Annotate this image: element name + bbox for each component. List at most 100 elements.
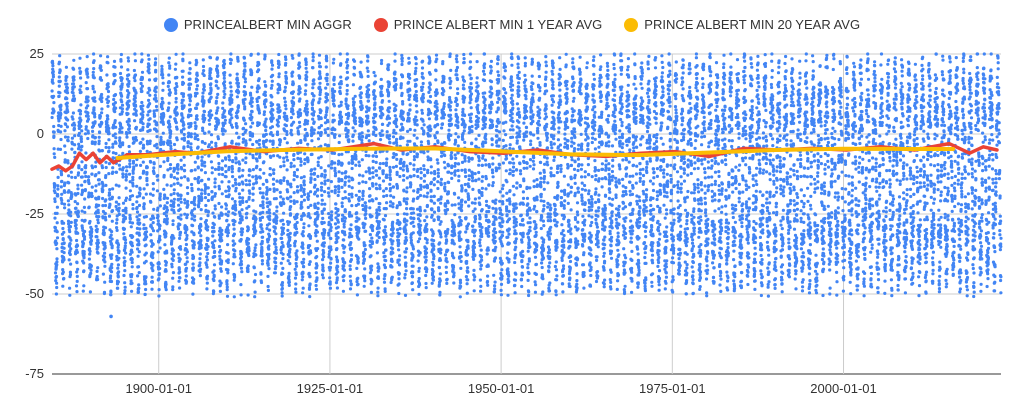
scatter-point — [377, 213, 380, 216]
scatter-point — [332, 114, 335, 117]
legend-item[interactable]: PRINCE ALBERT MIN 20 YEAR AVG — [624, 17, 860, 32]
scatter-point — [305, 100, 308, 103]
scatter-point — [326, 83, 329, 86]
scatter-point — [56, 236, 59, 239]
scatter-point — [107, 85, 110, 88]
scatter-point — [419, 188, 422, 191]
scatter-point — [117, 203, 120, 206]
scatter-point — [310, 153, 313, 156]
scatter-point — [225, 219, 228, 222]
scatter-point — [374, 95, 377, 98]
scatter-point — [243, 105, 246, 108]
scatter-point — [168, 81, 171, 84]
scatter-point — [162, 82, 165, 85]
scatter-point — [115, 218, 118, 221]
scatter-point — [324, 179, 327, 182]
scatter-point — [381, 94, 384, 97]
scatter-point — [125, 175, 128, 178]
scatter-point — [244, 129, 247, 132]
scatter-point — [58, 91, 61, 94]
scatter-point — [123, 260, 126, 263]
scatter-point — [231, 167, 234, 170]
scatter-point — [176, 182, 179, 185]
scatter-point — [332, 58, 335, 61]
scatter-point — [156, 146, 159, 149]
scatter-point — [337, 153, 340, 156]
scatter-point — [231, 175, 234, 178]
scatter-point — [352, 83, 355, 86]
scatter-point — [154, 69, 157, 72]
scatter-point — [318, 62, 321, 65]
scatter-point — [288, 281, 291, 284]
scatter-point — [138, 192, 141, 195]
scatter-point — [189, 142, 192, 145]
scatter-point — [298, 61, 301, 64]
scatter-point — [361, 135, 364, 138]
scatter-point — [115, 222, 118, 225]
scatter-point — [398, 272, 401, 275]
scatter-point — [128, 198, 131, 201]
scatter-point — [158, 288, 161, 291]
scatter-point — [335, 247, 338, 250]
scatter-point — [176, 138, 179, 141]
scatter-point — [248, 183, 251, 186]
scatter-point — [401, 60, 404, 63]
scatter-point — [409, 183, 412, 186]
scatter-point — [98, 131, 101, 134]
scatter-point — [368, 177, 371, 180]
scatter-point — [66, 118, 69, 121]
scatter-point — [54, 226, 57, 229]
scatter-point — [151, 269, 154, 272]
scatter-point — [156, 189, 159, 192]
scatter-point — [93, 115, 96, 118]
scatter-point — [63, 144, 66, 147]
scatter-point — [169, 167, 172, 170]
scatter-point — [321, 212, 324, 215]
scatter-point — [207, 186, 210, 189]
scatter-point — [246, 270, 249, 273]
scatter-point — [87, 99, 90, 102]
scatter-point — [189, 125, 192, 128]
scatter-point — [196, 84, 199, 87]
scatter-point — [404, 250, 407, 253]
scatter-point — [69, 263, 72, 266]
scatter-point — [241, 159, 244, 162]
legend-item[interactable]: PRINCE ALBERT MIN 1 YEAR AVG — [374, 17, 603, 32]
scatter-point — [296, 142, 299, 145]
scatter-point — [241, 231, 244, 234]
scatter-point — [53, 152, 56, 155]
scatter-point — [365, 206, 368, 209]
scatter-point — [360, 75, 363, 78]
scatter-point — [350, 258, 353, 261]
scatter-point — [360, 124, 363, 127]
scatter-point — [318, 54, 321, 57]
scatter-point — [268, 211, 271, 214]
scatter-point — [265, 139, 268, 142]
scatter-point — [186, 145, 189, 148]
scatter-point — [168, 102, 171, 105]
scatter-point — [274, 227, 277, 230]
scatter-point — [367, 134, 370, 137]
scatter-point — [193, 219, 196, 222]
scatter-point — [158, 267, 161, 270]
scatter-point — [268, 208, 271, 211]
scatter-point — [277, 124, 280, 127]
scatter-point — [125, 132, 128, 135]
scatter-point — [218, 187, 221, 190]
scatter-point — [135, 114, 138, 117]
scatter-point — [289, 183, 292, 186]
scatter-point — [328, 276, 331, 279]
scatter-point — [210, 96, 213, 99]
scatter-point — [241, 218, 244, 221]
scatter-point — [206, 252, 209, 255]
scatter-point — [381, 99, 384, 102]
scatter-point — [388, 106, 391, 109]
scatter-point — [223, 109, 226, 112]
scatter-point — [203, 161, 206, 164]
scatter-point — [144, 293, 147, 296]
scatter-point — [413, 174, 416, 177]
scatter-point — [379, 162, 382, 165]
scatter-point — [315, 288, 318, 291]
scatter-point — [179, 184, 182, 187]
legend-item[interactable]: PRINCEALBERT MIN AGGR — [164, 17, 352, 32]
